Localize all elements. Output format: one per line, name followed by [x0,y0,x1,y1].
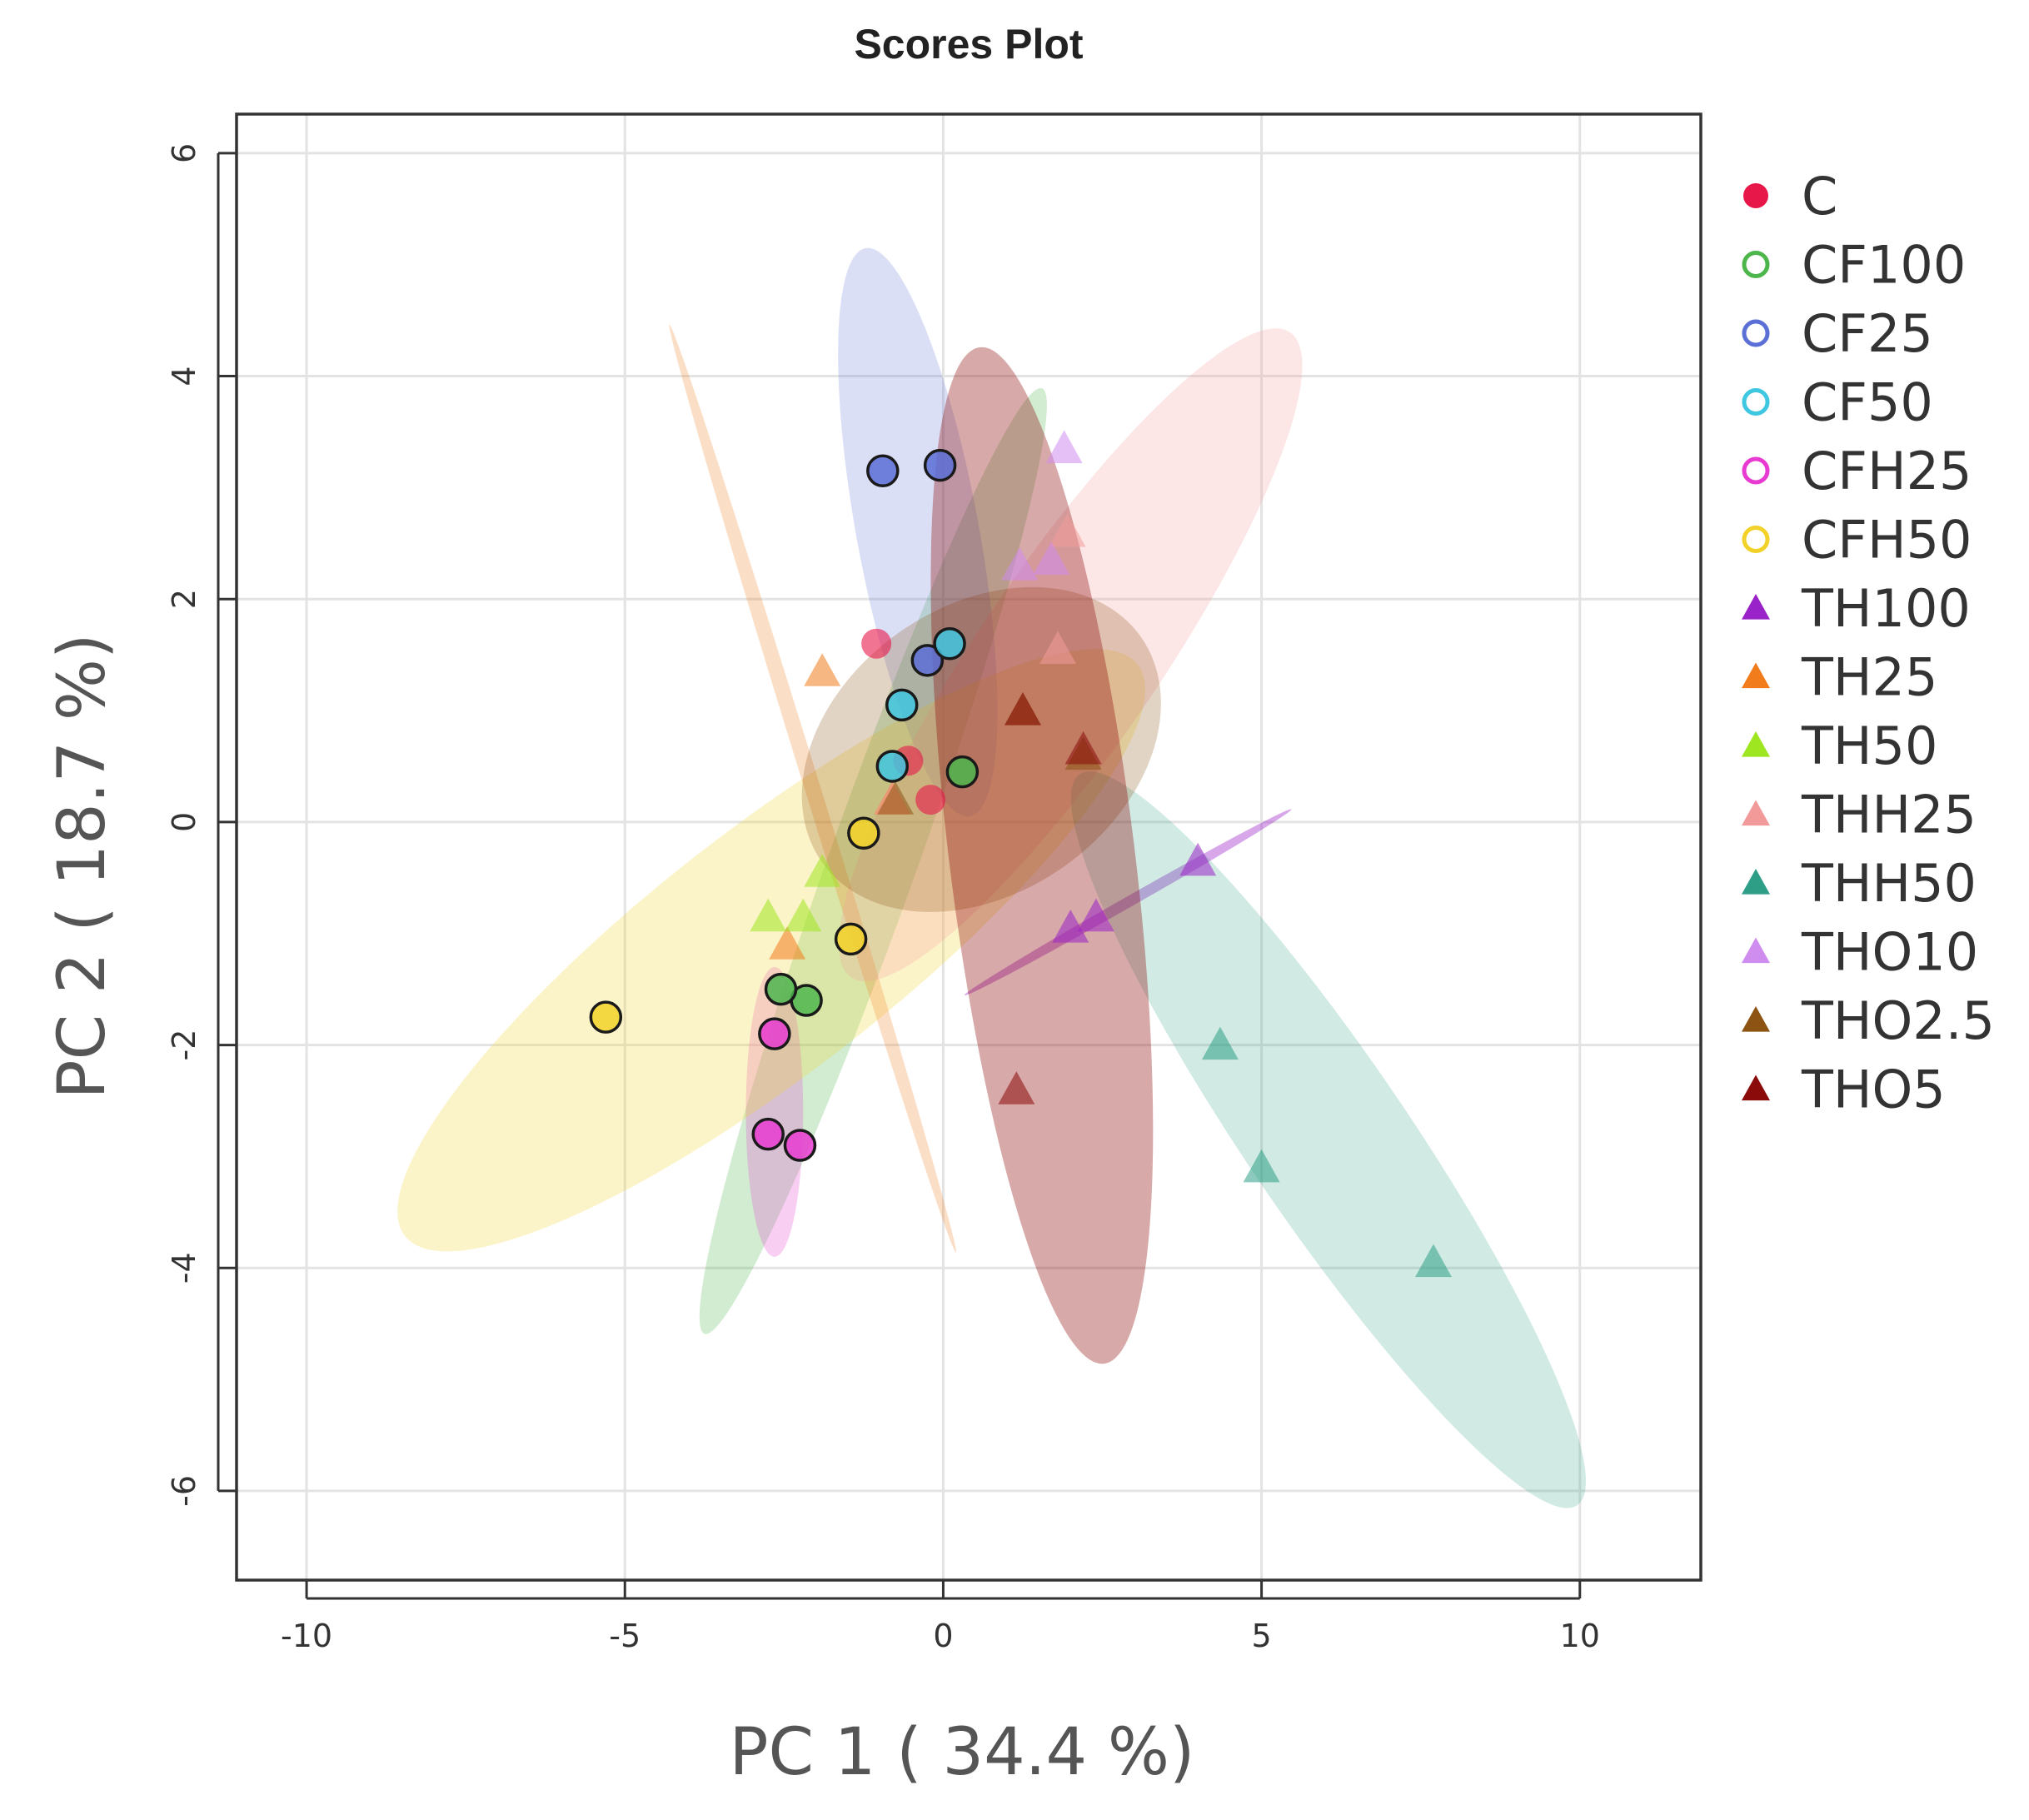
point-th50 [804,854,841,887]
ellipse-tho2-5 [801,586,1161,912]
point-cf25 [910,644,945,677]
y-tick-label: -6 [166,1475,202,1507]
legend-label: TH25 [1801,647,1937,708]
point-th100 [1179,842,1217,876]
ellipse-cfh50 [397,649,1145,1252]
point-cf25 [923,448,957,482]
confidence-ellipses [397,247,1586,1508]
chart-title: Scores Plot [854,21,1083,67]
legend: C CF100 CF25 CF50 CFH25 CFH50 TH100 TH25 TH50 THH… [1742,166,1995,1120]
point-cf50 [933,626,966,661]
y-tick-label: 0 [166,812,202,832]
data-points [589,430,1452,1278]
ellipse-cf100 [699,387,1047,1334]
point-tho2-5 [877,781,915,815]
ellipse-th25 [669,324,956,1253]
point-thh50 [1201,1026,1239,1060]
legend-marker [1743,183,1768,208]
point-th100 [1077,898,1114,932]
point-cfh25 [751,1117,785,1151]
point-c [861,628,892,659]
x-tick-label: -5 [609,1618,641,1654]
legend-label: CF100 [1802,235,1966,296]
y-axis-ticks: -6 -4 -2 0 2 4 6 [166,143,237,1507]
point-th25 [769,926,806,960]
point-th25 [804,653,841,686]
point-cfh25 [783,1129,817,1162]
legend-marker [1742,251,1770,278]
point-c [915,785,946,815]
x-axis-ticks: -10 -5 0 5 10 [281,1580,1600,1654]
point-cf100 [764,972,798,1006]
point-cf100 [945,755,980,789]
legend-marker [1742,869,1770,895]
legend-marker [1742,662,1770,689]
x-tick-label: 10 [1560,1618,1600,1654]
legend-label: CFH25 [1802,441,1972,501]
legend-label: CF50 [1802,372,1933,433]
legend-label: C [1802,166,1837,227]
legend-label: THH25 [1801,785,1977,845]
legend-marker [1742,731,1770,757]
y-tick-label: -4 [166,1252,202,1284]
ellipse-tho5 [930,347,1154,1364]
point-tho5 [1004,692,1041,726]
plot-frame [235,112,1702,1582]
point-tho5 [998,1071,1035,1104]
x-tick-label: 0 [933,1618,953,1654]
legend-label: TH50 [1801,716,1937,776]
legend-label: CFH50 [1802,510,1972,571]
point-th50 [750,898,787,932]
ellipse-thh50 [1070,771,1586,1508]
legend-marker [1742,319,1770,347]
grid [237,114,1701,1580]
point-thh25 [1049,513,1086,547]
x-tick-label: 5 [1252,1618,1272,1654]
ellipse-th100 [964,809,1292,996]
legend-marker [1742,456,1770,485]
y-tick-label: -2 [166,1030,202,1061]
point-thh50 [1243,1149,1280,1183]
point-cf25 [866,454,900,488]
point-cfh50 [834,922,868,956]
y-tick-label: 6 [166,143,202,163]
point-tho10 [1033,541,1070,575]
point-tho10 [1045,430,1083,464]
legend-marker [1742,800,1770,826]
point-cfh25 [758,1017,791,1050]
point-tho5 [1064,730,1102,765]
point-cfh50 [847,816,880,850]
y-tick-label: 2 [166,589,202,609]
legend-label: THO5 [1801,1060,1946,1120]
legend-marker [1742,937,1770,964]
legend-marker [1742,526,1770,553]
legend-label: TH100 [1801,578,1971,639]
x-tick-label: -10 [281,1618,332,1654]
y-axis-title: PC 2 ( 18.7 %) [45,634,120,1099]
point-cfh50 [589,1000,623,1034]
legend-label: CF25 [1802,303,1933,364]
point-th50 [785,898,822,932]
legend-label: THO10 [1801,922,1978,983]
legend-label: THH50 [1801,853,1977,914]
point-tho10 [1001,547,1039,581]
point-thh50 [1414,1244,1452,1278]
point-th100 [1052,910,1089,943]
point-thh25 [1039,631,1077,665]
point-cf50 [885,688,919,722]
point-cf50 [875,750,910,783]
x-axis-title: PC 1 ( 34.4 %) [730,1715,1195,1790]
legend-marker [1742,594,1770,620]
legend-marker [1742,1006,1770,1032]
legend-label: THO2.5 [1801,990,1995,1051]
ellipse-cf25 [838,247,998,817]
legend-marker [1742,1075,1770,1101]
y-tick-label: 4 [166,366,202,386]
legend-marker [1742,388,1770,416]
